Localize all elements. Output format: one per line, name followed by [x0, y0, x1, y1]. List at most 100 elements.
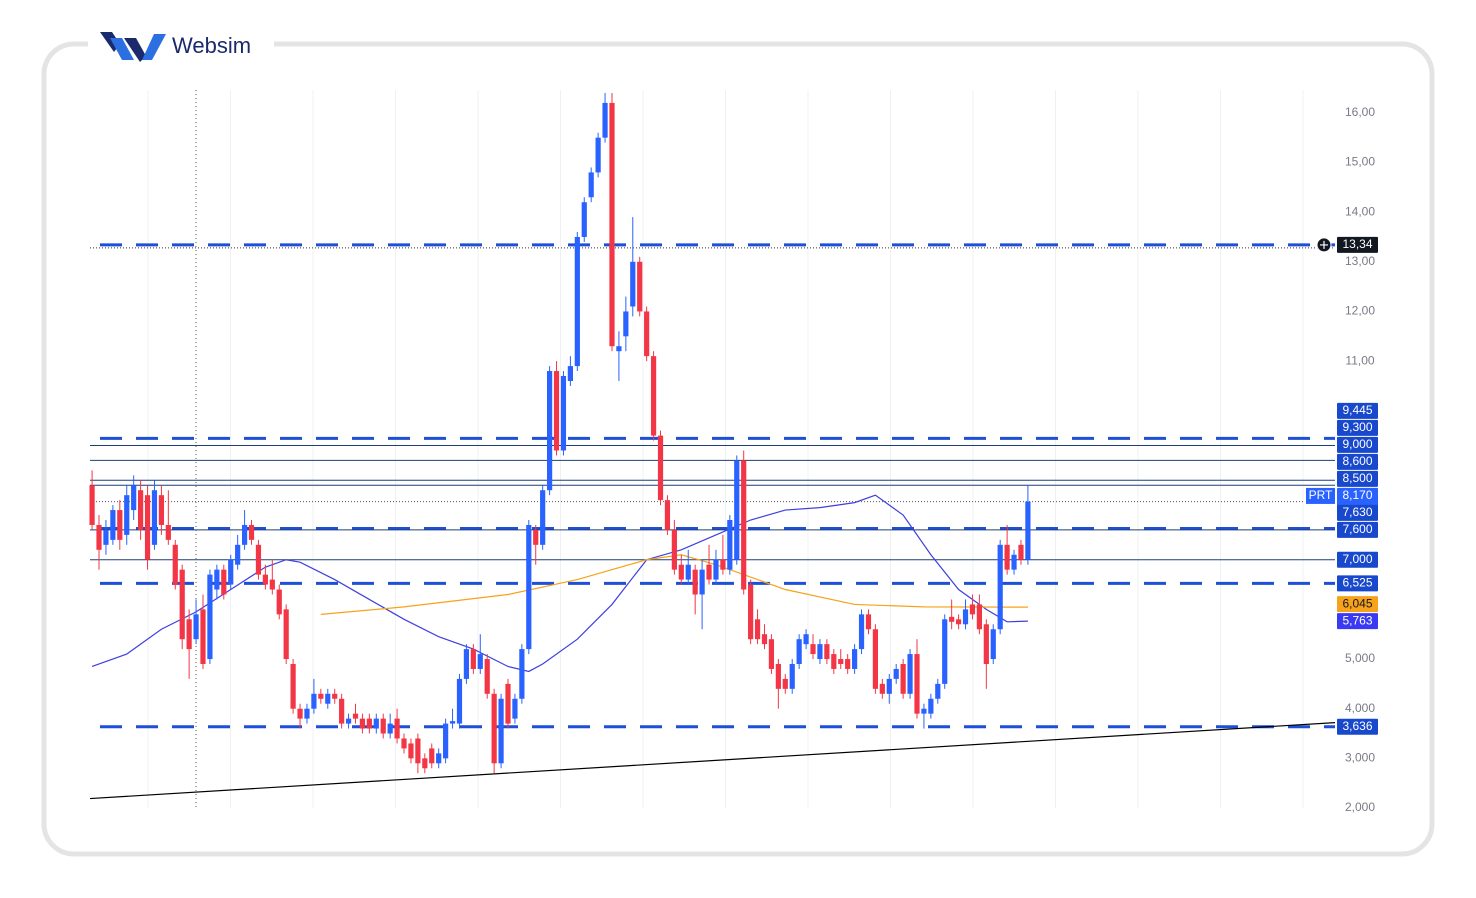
price-tag-bg	[1337, 470, 1378, 487]
candle-body	[311, 693, 317, 709]
candle-body	[803, 634, 809, 645]
candle-body	[845, 659, 851, 669]
candle-body	[526, 524, 532, 650]
candle-body	[914, 654, 920, 714]
price-tag: 13,34	[1316, 236, 1378, 253]
candle-body	[297, 708, 303, 719]
candle-body	[193, 614, 199, 640]
candle-body	[387, 723, 393, 734]
moving-average	[91, 494, 1028, 673]
candle-body	[761, 634, 768, 645]
candle-body	[484, 659, 490, 694]
candle-body	[671, 529, 677, 570]
price-tag-bg	[1337, 402, 1378, 419]
candle-body	[408, 743, 414, 759]
price-tag-label: 8,500	[1342, 471, 1372, 485]
candle-body	[886, 678, 892, 694]
price-tag-label: 9,445	[1342, 403, 1372, 417]
candle-body	[380, 718, 386, 734]
candle-body	[907, 654, 913, 694]
candle-body	[921, 708, 927, 714]
candle-body	[533, 529, 539, 545]
y-tick-label: 5,000	[1345, 651, 1375, 665]
candle-body	[553, 371, 560, 451]
candle-body	[339, 698, 345, 724]
candle-body	[727, 520, 733, 570]
price-tag-label: 9,000	[1342, 437, 1372, 451]
candle-body	[824, 644, 830, 660]
price-tag-label: 7,630	[1342, 505, 1372, 519]
y-tick-label: 15,00	[1345, 155, 1375, 169]
candle-body	[207, 574, 213, 660]
card	[41, 41, 1435, 857]
candle-body	[699, 569, 705, 595]
candle-body	[748, 584, 754, 640]
price-tag-label: 7,000	[1342, 552, 1372, 566]
price-tag: 5,763	[1337, 613, 1378, 630]
price-tag-bg	[1337, 613, 1378, 630]
price-tag-label: 6,045	[1342, 596, 1372, 610]
candle-body	[304, 708, 310, 719]
candle-body	[221, 569, 227, 595]
candle-body	[900, 664, 906, 694]
candle-body	[248, 524, 255, 540]
price-tag: 3,636	[1337, 718, 1378, 735]
price-tag-bg	[1337, 521, 1378, 538]
candle-body	[1025, 501, 1031, 560]
y-tick-label: 3,000	[1345, 751, 1375, 765]
candle-body	[345, 718, 352, 724]
candle-body	[1018, 544, 1024, 560]
candle-body	[332, 693, 338, 699]
candle-body	[325, 693, 331, 704]
price-tag-bg	[1337, 236, 1378, 253]
candle-body	[949, 616, 955, 622]
candle-body	[637, 261, 643, 312]
price-tag: 9,445	[1337, 402, 1378, 419]
candle-body	[858, 614, 865, 650]
candle-body	[110, 510, 116, 540]
price-tag: 9,000	[1337, 436, 1378, 453]
candle-body	[595, 137, 601, 173]
candle-body	[1004, 544, 1010, 570]
candle-body	[838, 659, 844, 665]
candle-body	[415, 738, 421, 764]
candle-body	[186, 619, 192, 650]
candle-body	[158, 495, 165, 525]
candle-body	[172, 544, 178, 585]
candle-body	[151, 490, 158, 545]
price-tag: 6,525	[1337, 575, 1378, 592]
price-tag-bg	[1337, 419, 1378, 436]
candle-body	[366, 718, 372, 729]
candle-body	[657, 435, 664, 501]
candle-body	[581, 202, 587, 237]
y-tick-label: 2,000	[1345, 800, 1375, 814]
candle-body	[768, 639, 775, 669]
candle-body	[775, 664, 781, 689]
candle-body	[664, 500, 671, 530]
price-tag-bg	[1337, 575, 1378, 592]
candle-body	[969, 604, 976, 615]
candle-body	[865, 614, 872, 630]
candle-body	[117, 510, 123, 540]
candle-body	[318, 693, 324, 699]
price-tag-bg	[1337, 453, 1378, 470]
candle-body	[429, 748, 435, 764]
price-tag: 7,630	[1337, 504, 1378, 521]
price-tag-label: 9,300	[1342, 420, 1372, 434]
candle-body	[255, 544, 262, 575]
candle-body	[144, 495, 151, 560]
candle-body	[734, 460, 740, 560]
price-tag: 8,600	[1337, 453, 1378, 470]
candle-body	[560, 376, 567, 451]
price-tag-label: 7,600	[1342, 522, 1372, 536]
candle-body	[692, 569, 698, 595]
price-tag-bg	[1337, 551, 1378, 568]
candle-body	[831, 654, 837, 669]
price-tag: 8,500	[1337, 470, 1378, 487]
logo-icon	[100, 32, 166, 62]
candle-body	[436, 753, 442, 764]
price-tag-label: 5,763	[1342, 613, 1372, 627]
candle-body	[477, 654, 483, 669]
candle-body	[540, 490, 546, 545]
candle-body	[720, 559, 726, 570]
